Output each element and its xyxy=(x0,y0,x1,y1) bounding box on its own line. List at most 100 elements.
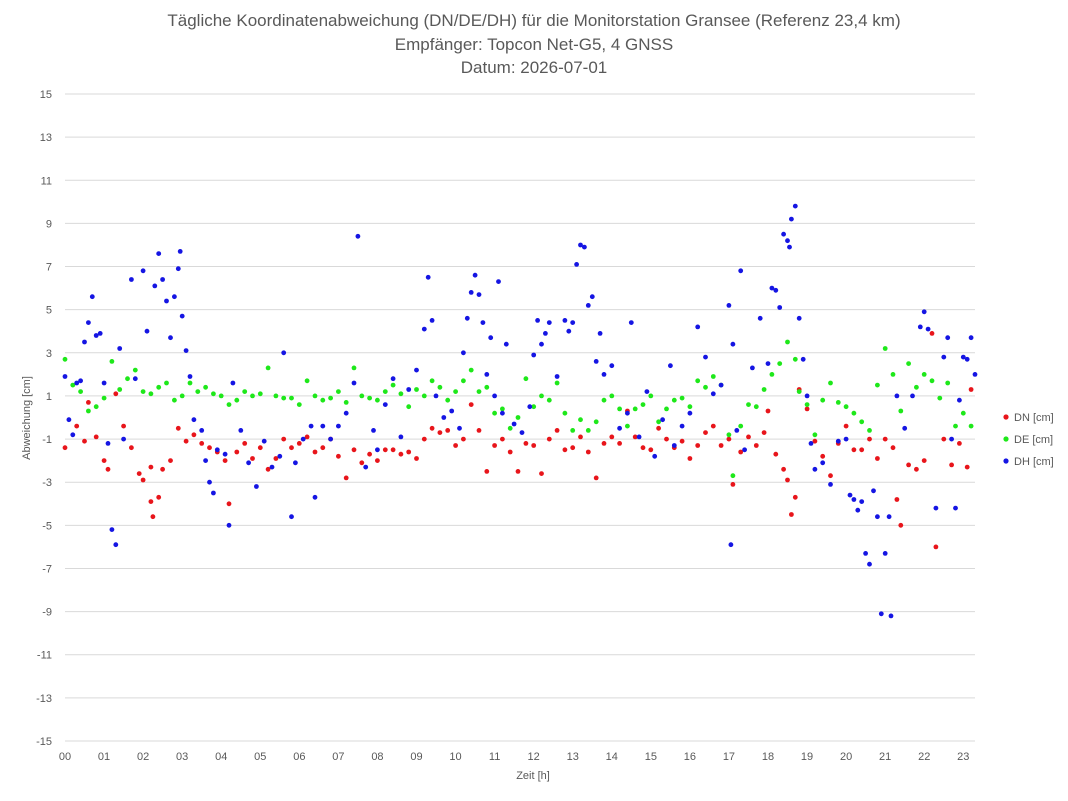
x-tick-label: 11 xyxy=(489,751,500,763)
y-tick-label: 1 xyxy=(46,391,52,403)
data-point xyxy=(515,469,521,474)
data-point xyxy=(390,382,396,388)
data-point xyxy=(101,395,107,401)
data-point xyxy=(957,441,962,446)
y-tick-label: -3 xyxy=(42,477,52,489)
x-tick-label: 05 xyxy=(254,751,266,763)
data-point xyxy=(150,514,156,520)
data-point xyxy=(539,341,544,347)
data-point xyxy=(261,438,267,444)
data-point xyxy=(761,387,767,392)
data-point xyxy=(351,365,357,371)
data-point xyxy=(93,404,99,410)
data-point xyxy=(867,428,872,433)
data-point xyxy=(464,315,470,321)
data-point xyxy=(74,380,80,386)
data-point xyxy=(390,376,396,382)
x-tick-labels: 00 01 02 03 04 05 06 07 08 09 10 11 12 13 14 15 16 17 18 19… xyxy=(59,751,970,763)
data-point xyxy=(168,458,173,463)
data-point xyxy=(937,395,943,401)
data-point xyxy=(425,274,431,280)
data-point xyxy=(214,447,220,453)
data-point xyxy=(601,441,607,446)
data-point xyxy=(367,451,372,457)
data-point xyxy=(312,393,318,399)
data-point xyxy=(148,464,154,470)
data-point xyxy=(250,456,255,461)
data-point xyxy=(730,482,736,487)
data-point xyxy=(554,428,560,433)
data-point xyxy=(441,415,447,420)
data-point xyxy=(273,456,279,461)
data-point xyxy=(281,395,287,401)
data-point xyxy=(367,395,372,401)
data-point xyxy=(375,397,380,403)
data-point xyxy=(648,447,654,453)
data-point xyxy=(851,497,857,502)
data-point xyxy=(687,410,693,416)
data-point xyxy=(468,367,474,373)
data-point xyxy=(695,324,701,330)
data-point xyxy=(129,277,134,282)
data-point xyxy=(177,249,183,254)
data-point xyxy=(933,544,939,550)
data-point xyxy=(578,242,583,248)
data-point xyxy=(855,507,861,513)
data-point xyxy=(535,318,540,323)
data-point xyxy=(191,417,197,423)
data-point xyxy=(148,499,154,504)
data-point xyxy=(187,374,193,379)
x-tick-label: 14 xyxy=(606,751,618,763)
data-point xyxy=(820,397,826,403)
data-point xyxy=(640,402,646,407)
data-point xyxy=(414,367,419,373)
data-point xyxy=(812,438,818,444)
data-point xyxy=(218,393,224,399)
data-point xyxy=(421,436,427,442)
data-point xyxy=(70,432,76,438)
data-point xyxy=(461,436,466,442)
data-point xyxy=(507,425,513,431)
data-point xyxy=(941,354,947,360)
data-point xyxy=(503,341,509,347)
data-point xyxy=(925,326,931,332)
grid-lines xyxy=(65,93,975,742)
data-point xyxy=(359,460,365,466)
data-point xyxy=(468,290,474,295)
data-point xyxy=(703,354,708,360)
data-point xyxy=(859,499,865,504)
data-point xyxy=(929,378,935,384)
y-tick-label: 13 xyxy=(40,132,52,144)
data-point xyxy=(371,428,376,433)
data-point xyxy=(359,393,365,399)
data-point xyxy=(74,423,80,429)
data-point xyxy=(628,320,634,325)
data-point xyxy=(492,443,497,448)
data-point xyxy=(164,380,169,386)
data-point xyxy=(183,438,189,444)
legend-label: DE [cm] xyxy=(1014,434,1053,446)
data-point xyxy=(414,387,419,392)
data-point xyxy=(175,266,181,272)
data-point xyxy=(863,551,868,556)
data-point xyxy=(156,251,162,256)
data-point xyxy=(562,447,568,453)
data-point xyxy=(941,436,947,442)
data-point xyxy=(882,551,888,556)
data-point xyxy=(726,436,732,442)
data-point xyxy=(105,441,111,446)
data-point xyxy=(140,268,146,274)
data-point xyxy=(172,294,177,300)
data-point xyxy=(730,473,736,479)
data-point xyxy=(636,434,642,440)
data-point xyxy=(648,393,654,399)
data-point xyxy=(589,294,595,300)
data-point xyxy=(695,378,701,384)
data-point xyxy=(710,374,716,379)
x-tick-label: 12 xyxy=(528,751,540,763)
data-point xyxy=(421,393,427,399)
data-point xyxy=(742,447,747,453)
data-point xyxy=(695,443,701,448)
data-point xyxy=(500,436,505,442)
data-point xyxy=(734,428,740,433)
